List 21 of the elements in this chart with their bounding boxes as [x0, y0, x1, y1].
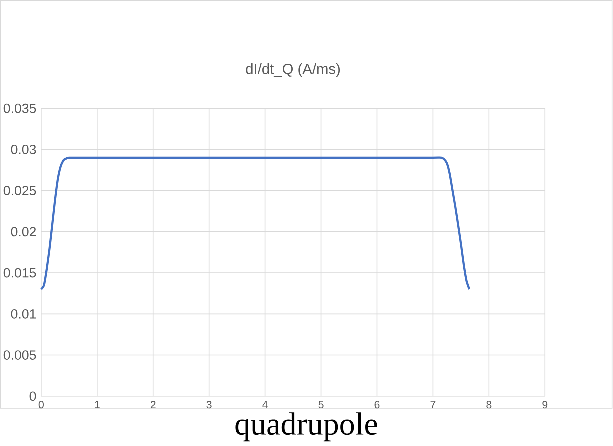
x-tick-label: 2	[150, 401, 156, 409]
x-tick-label: 6	[374, 401, 380, 409]
chart-title: dI/dt_Q (A/ms)	[246, 64, 340, 78]
x-tick-label: 3	[206, 401, 212, 409]
line-series	[40, 156, 471, 291]
y-tick-label: 0.01	[11, 310, 36, 320]
x-tick-label: 9	[542, 401, 548, 409]
y-tick-label: 0.015	[4, 268, 36, 278]
x-tick-label: 7	[430, 401, 436, 409]
y-tick-label: 0.005	[4, 350, 36, 360]
x-tick-label: 1	[95, 401, 100, 409]
y-tick-label: 0.03	[11, 145, 36, 155]
x-tick-label: 0	[38, 401, 44, 409]
y-tick-label: 0	[30, 392, 36, 402]
x-tick-label: 8	[486, 401, 492, 409]
x-tick-label: 4	[262, 401, 268, 409]
x-tick-label: 5	[318, 401, 324, 409]
text: quadrupole	[236, 412, 378, 442]
y-tick-label: 0.035	[4, 104, 36, 114]
y-tick-label: 0.02	[11, 227, 36, 237]
y-tick-label: 0.025	[4, 186, 36, 196]
